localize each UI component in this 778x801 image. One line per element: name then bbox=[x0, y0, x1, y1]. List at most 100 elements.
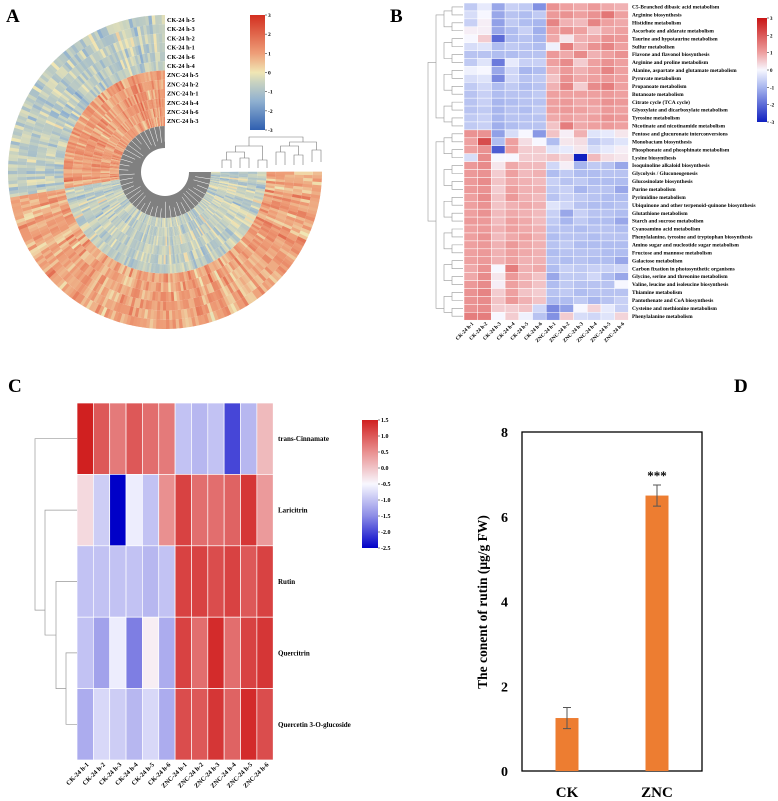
heatmap-cell bbox=[102, 155, 112, 159]
heatmap-cell bbox=[113, 311, 120, 322]
heatmap-cell bbox=[54, 85, 64, 95]
heatmap-cell bbox=[43, 85, 53, 94]
heatmap-cell bbox=[74, 281, 84, 292]
heatmap-cell bbox=[463, 224, 478, 234]
heatmap-cell bbox=[174, 616, 192, 689]
heatmap-cell bbox=[587, 105, 602, 115]
heatmap-cell bbox=[127, 205, 135, 214]
row-label: Cyanoamino acid metabolism bbox=[632, 227, 701, 233]
heatmap-cell bbox=[65, 217, 76, 224]
heatmap-cell bbox=[185, 261, 190, 272]
heatmap-cell bbox=[48, 241, 58, 250]
heatmap-cell bbox=[308, 203, 319, 209]
bar bbox=[645, 495, 669, 771]
heatmap-cell bbox=[58, 223, 69, 231]
heatmap-cell bbox=[163, 273, 167, 283]
heatmap-cell bbox=[50, 133, 61, 139]
heatmap-cell bbox=[138, 222, 144, 232]
heatmap-cell bbox=[183, 252, 188, 262]
heatmap-cell bbox=[97, 305, 105, 316]
heatmap-cell bbox=[112, 281, 119, 292]
heatmap-cell bbox=[141, 111, 147, 121]
heatmap-cell bbox=[123, 68, 129, 79]
heatmap-cell bbox=[189, 210, 196, 219]
heatmap-cell bbox=[197, 237, 204, 247]
heatmap-cell bbox=[120, 112, 128, 121]
heatmap-cell bbox=[477, 216, 492, 226]
heatmap-cell bbox=[108, 237, 116, 247]
heatmap-cell bbox=[41, 206, 51, 213]
colorbar bbox=[757, 18, 767, 122]
heatmap-cell bbox=[41, 130, 52, 137]
heatmap-cell bbox=[63, 169, 73, 172]
heatmap-cell bbox=[77, 199, 88, 205]
heatmap-cell bbox=[87, 256, 96, 266]
heatmap-cell bbox=[201, 285, 208, 296]
heatmap-cell bbox=[142, 474, 160, 547]
heatmap-cell bbox=[133, 209, 140, 218]
heatmap-cell bbox=[159, 264, 162, 274]
heatmap-cell bbox=[185, 299, 190, 309]
heatmap-cell bbox=[153, 98, 157, 109]
heatmap-cell bbox=[109, 43, 117, 54]
heatmap-cell bbox=[112, 217, 121, 226]
heatmap-cell bbox=[140, 111, 146, 121]
heatmap-cell bbox=[573, 224, 588, 234]
heatmap-cell bbox=[266, 213, 277, 220]
heatmap-cell bbox=[108, 198, 118, 205]
heatmap-cell bbox=[96, 83, 105, 93]
heatmap-cell bbox=[86, 56, 95, 66]
heatmap-cell bbox=[73, 155, 84, 160]
heatmap-cell bbox=[545, 201, 561, 210]
heatmap-cell bbox=[77, 218, 87, 226]
heatmap-cell bbox=[196, 296, 202, 307]
heatmap-cell bbox=[206, 207, 215, 215]
heatmap-cell bbox=[106, 309, 114, 320]
heatmap-cell bbox=[206, 242, 213, 253]
heatmap-cell bbox=[463, 232, 478, 242]
heatmap-cell bbox=[39, 138, 50, 144]
heatmap-cell bbox=[131, 17, 137, 28]
heatmap-cell bbox=[477, 272, 492, 281]
heatmap-cell bbox=[257, 259, 267, 269]
heatmap-cell bbox=[290, 199, 301, 205]
heatmap-cell bbox=[504, 153, 520, 162]
heatmap-cell bbox=[123, 225, 131, 235]
heatmap-cell bbox=[131, 306, 137, 317]
heatmap-cell bbox=[192, 259, 198, 269]
heatmap-cell bbox=[209, 204, 218, 211]
heatmap-cell bbox=[34, 121, 45, 129]
heatmap-cell bbox=[273, 192, 283, 198]
heatmap-cell bbox=[142, 280, 148, 291]
heatmap-cell bbox=[75, 190, 85, 196]
heatmap-cell bbox=[46, 190, 57, 195]
heatmap-cell bbox=[254, 193, 264, 198]
heatmap-cell bbox=[160, 282, 164, 292]
heatmap-cell bbox=[132, 75, 138, 85]
heatmap-cell bbox=[504, 66, 520, 75]
heatmap-cell bbox=[84, 212, 94, 219]
heatmap-cell bbox=[149, 244, 154, 254]
heatmap-cell bbox=[156, 310, 161, 320]
heatmap-cell bbox=[491, 42, 506, 51]
heatmap-cell bbox=[68, 237, 78, 246]
row-label: Pyruvate metabolism bbox=[632, 76, 681, 82]
heatmap-cell bbox=[559, 145, 574, 154]
heatmap-cell bbox=[229, 271, 237, 282]
heatmap-cell bbox=[463, 185, 478, 194]
heatmap-cell bbox=[83, 210, 93, 217]
heatmap-cell bbox=[158, 545, 176, 618]
heatmap-cell bbox=[177, 234, 182, 245]
heatmap-cell bbox=[158, 402, 176, 475]
heatmap-cell bbox=[100, 265, 108, 275]
heatmap-cell bbox=[151, 71, 156, 81]
heatmap-cell bbox=[133, 115, 139, 124]
heatmap-cell bbox=[219, 256, 227, 266]
heatmap-cell bbox=[205, 263, 212, 274]
heatmap-cell bbox=[275, 171, 285, 175]
heatmap-cell bbox=[262, 268, 272, 278]
heatmap-cell bbox=[114, 31, 122, 42]
heatmap-cell bbox=[118, 40, 125, 51]
heatmap-cell bbox=[152, 80, 157, 90]
heatmap-cell bbox=[30, 228, 41, 236]
